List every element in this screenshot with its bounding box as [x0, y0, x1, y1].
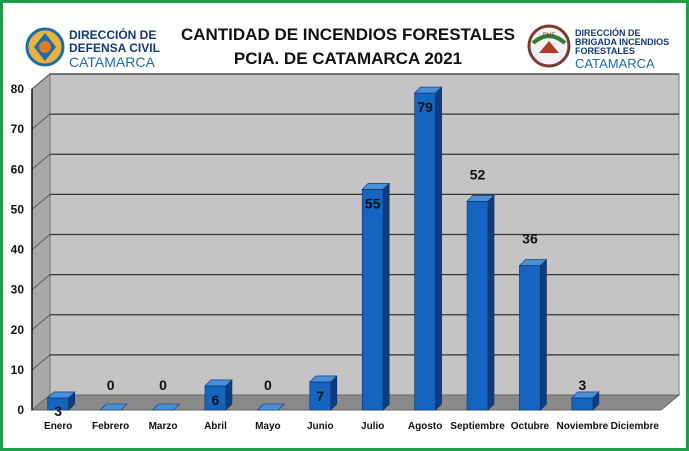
bar-front	[361, 189, 384, 411]
bar-side	[540, 258, 547, 411]
bar-top	[46, 391, 76, 399]
y-tick-label: 0	[17, 403, 24, 417]
data-label: 0	[107, 377, 115, 393]
x-tick-label: Mayo	[255, 421, 281, 432]
bar-top	[571, 391, 600, 399]
y-tick-label: 60	[11, 162, 25, 176]
data-label: 3	[54, 403, 62, 419]
defensa-civil-logo: DIRECCIÓN DE DEFENSA CIVIL CATAMARCA	[25, 23, 175, 73]
logo-left-line-3: CATAMARCA	[69, 54, 155, 70]
x-tick-label: Abril	[204, 421, 227, 432]
logo-right-line-1: DIRECCIÓN DE	[575, 28, 641, 38]
bar-side	[435, 86, 442, 411]
x-tick-label: Noviembre	[557, 421, 609, 432]
brigada-emblem-icon: PMF	[527, 24, 571, 68]
gridline-side	[31, 354, 51, 371]
x-tick-label: Diciembre	[611, 421, 660, 432]
bar-front	[571, 397, 594, 411]
y-tick-label: 40	[11, 243, 25, 257]
bar-side	[487, 194, 495, 411]
logo-right-line-3: FORESTALES	[575, 46, 635, 56]
x-tick-label: Febrero	[92, 421, 129, 432]
chart-title-line-2: PCIA. DE CATAMARCA 2021	[233, 49, 463, 68]
logo-right-line-2: BRIGADA INCENDIOS	[575, 37, 670, 47]
chart-title-line-1: CANTIDAD DE INCENDIOS FORESTALES	[180, 25, 516, 44]
data-label: 79	[417, 99, 433, 115]
gridline-side	[31, 234, 51, 250]
bar-top	[151, 403, 181, 411]
x-tick-label: Enero	[44, 421, 72, 432]
brigada-incendios-logo: PMF DIRECCIÓN DE BRIGADA INCENDIOS FORES…	[527, 23, 687, 73]
data-label: 36	[522, 231, 538, 247]
bar-top	[99, 403, 128, 411]
gridline-side	[31, 153, 51, 170]
data-label: 6	[212, 392, 220, 408]
logo-right-line-4: CATAMARCA	[575, 56, 655, 71]
data-label: 0	[264, 377, 272, 393]
chart-floor	[30, 394, 681, 411]
y-tick-label: 30	[11, 283, 25, 297]
x-tick-label: Agosto	[408, 421, 442, 432]
bar-top	[466, 195, 495, 202]
gridline-side	[31, 73, 51, 90]
x-tick-label: Junio	[307, 421, 334, 432]
data-label: 52	[470, 166, 486, 182]
brigada-badge-text: PMF	[543, 33, 556, 39]
data-label: 55	[365, 195, 381, 211]
x-tick-label: Septiembre	[450, 421, 505, 432]
y-tick-label: 80	[11, 82, 25, 96]
bar-top	[256, 403, 286, 411]
bar-top	[204, 379, 233, 387]
x-tick-label: Marzo	[149, 421, 178, 432]
logo-left-line-1: DIRECCIÓN DE	[69, 28, 157, 42]
y-tick-label: 10	[11, 363, 25, 377]
bar-top	[309, 375, 338, 383]
x-tick-label: Octubre	[511, 421, 550, 432]
bar-top	[518, 259, 548, 266]
data-label: 0	[159, 377, 167, 393]
gridline-side	[31, 193, 51, 210]
defensa-civil-emblem-icon	[25, 27, 65, 67]
logo-left-line-2: DEFENSA CIVIL	[69, 41, 160, 55]
bar-side	[382, 182, 390, 411]
bar-top	[361, 183, 390, 190]
bar-top	[413, 86, 443, 94]
bar-front	[414, 92, 436, 411]
bar-front	[519, 265, 541, 411]
y-tick-label: 20	[11, 323, 25, 337]
gridline-side	[31, 314, 51, 331]
bar-chart: 01020304050607080Enero3Febrero0Marzo0Abr…	[11, 72, 681, 432]
data-label: 7	[316, 388, 324, 404]
data-label: 3	[578, 377, 586, 393]
bar-front	[466, 201, 489, 411]
x-tick-label: Julio	[361, 421, 384, 432]
y-tick-label: 70	[11, 122, 25, 136]
gridline-side	[31, 113, 51, 130]
y-tick-label: 50	[11, 202, 25, 216]
gridline-side	[31, 274, 51, 291]
